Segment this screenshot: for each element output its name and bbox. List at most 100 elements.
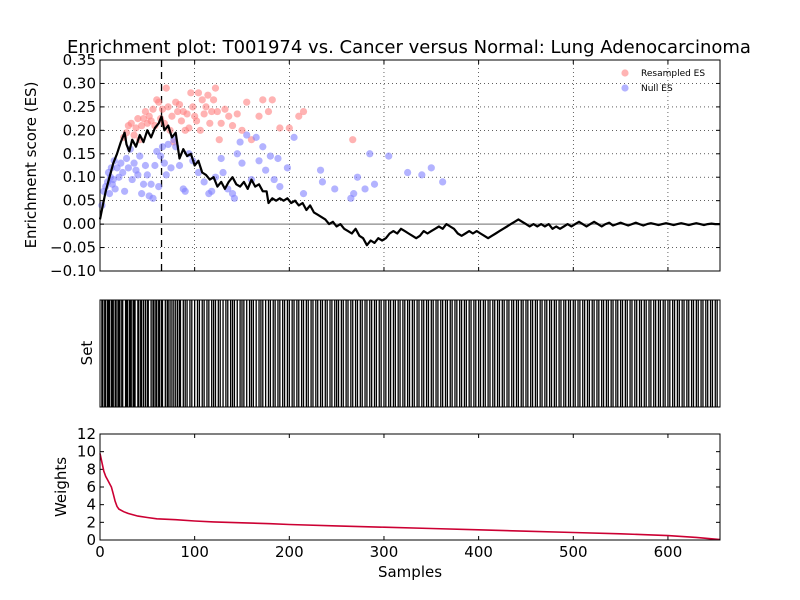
null-es-point [270, 175, 278, 184]
weights-y-tick-label: 4 [86, 496, 96, 514]
null-es-point [238, 159, 246, 167]
null-es-point [151, 161, 159, 170]
legend-label-null-es: Null ES [641, 84, 673, 94]
weights-plot-area [100, 434, 720, 540]
null-es-point [119, 168, 127, 177]
resampled-es-point [233, 110, 241, 118]
resampled-es-point [134, 115, 142, 123]
resampled-es-point [183, 110, 191, 118]
resampled-es-point [175, 100, 184, 109]
set-frame [99, 299, 721, 408]
set-panel: Set [78, 299, 721, 408]
null-es-point [122, 154, 131, 163]
resampled-es-point [206, 119, 214, 127]
weights-frame [99, 433, 721, 541]
weights-y-tick-label: 2 [86, 513, 96, 531]
null-es-point [175, 161, 184, 170]
weights-x-tick-label: 200 [275, 543, 304, 561]
weights-y-tick-label: 6 [86, 478, 96, 496]
null-es-point [290, 133, 298, 141]
resampled-es-point [295, 112, 303, 120]
set-ylabel: Set [78, 341, 96, 366]
enrichment-running-es [98, 115, 720, 247]
null-es-point [149, 194, 157, 202]
weights-xlabel: Samples [378, 563, 442, 581]
resampled-es-point [211, 84, 220, 92]
null-es-point [283, 164, 292, 172]
resampled-es-point [158, 105, 167, 113]
null-es-point [230, 194, 239, 202]
resampled-es-point [155, 98, 163, 106]
resampled-es-point [196, 126, 204, 134]
resampled-es-point [228, 122, 237, 130]
null-es-point [255, 157, 263, 165]
resampled-es-point [221, 105, 229, 113]
resampled-es-point [198, 96, 206, 104]
resampled-es-point [264, 107, 273, 116]
resampled-es-point [127, 119, 135, 127]
null-es-point [266, 152, 274, 160]
legend-marker-resampled-es [621, 69, 629, 77]
resampled-es-point [225, 112, 233, 120]
null-es-point [370, 180, 379, 188]
null-es-point [109, 175, 117, 184]
null-es-point [385, 152, 393, 160]
resampled-es-point [238, 126, 246, 134]
resampled-es-point [299, 107, 308, 116]
enrichment-ylabel: Enrichment score (ES) [22, 82, 40, 249]
weights-x-tick-label: 0 [95, 543, 105, 561]
weights-y-tick-label: 10 [77, 443, 96, 461]
null-es-point [439, 178, 447, 186]
null-es-point [299, 190, 308, 198]
enrichment-y-tick-label: 0.20 [63, 121, 96, 139]
weights-x-tick-label: 400 [464, 543, 493, 561]
weights-x-tick-label: 100 [180, 543, 209, 561]
null-es-point [366, 150, 374, 158]
resampled-es-point [177, 117, 186, 125]
resampled-es-point [217, 119, 225, 127]
resampled-es-point [243, 98, 251, 106]
null-es-point [143, 171, 151, 179]
null-es-point [128, 175, 136, 184]
enrichment-y-tick-label: 0.35 [63, 51, 96, 69]
resampled-es-point [208, 107, 216, 116]
resampled-es-point [189, 103, 197, 111]
legend-label-resampled-es: Resampled ES [641, 69, 705, 79]
null-es-point [219, 168, 227, 177]
resampled-es-point [149, 105, 157, 113]
null-es-point [141, 161, 150, 170]
null-es-point [361, 185, 369, 193]
weights-ylabel: Weights [52, 457, 70, 517]
null-es-point [236, 138, 244, 146]
null-es-point [262, 166, 270, 174]
null-es-point [331, 185, 339, 193]
enrichment-y-tick-label: −0.10 [50, 262, 96, 280]
null-es-point [252, 133, 260, 141]
null-es-point [274, 154, 282, 163]
weights-line [99, 453, 721, 541]
enrichment-y-tick-label: 0.05 [63, 192, 96, 210]
enrichment-y-tick-label: −0.05 [50, 239, 96, 257]
resampled-es-point [138, 122, 146, 130]
null-es-point [233, 150, 241, 158]
null-es-point [427, 164, 435, 172]
null-es-point [276, 183, 284, 191]
null-es-point [134, 171, 142, 179]
weights-x-ticks: 0 100 200 300 400 500 600 [95, 434, 682, 561]
resampled-es-point [168, 112, 176, 120]
null-es-point [353, 173, 362, 181]
enrichment-y-ticks: −0.10 −0.05 0.00 0.05 0.10 0.15 0.20 0.25 0.30 0.… [50, 51, 720, 280]
null-es-point [155, 183, 163, 191]
weights-series-line [99, 453, 721, 541]
null-es-point [162, 171, 170, 179]
null-es-point [404, 168, 412, 177]
null-es-point [418, 171, 426, 179]
resampled-es-point [276, 124, 284, 132]
enrichment-y-tick-label: 0.15 [63, 145, 96, 163]
resampled-es-point [213, 107, 221, 116]
running-es-line [98, 115, 720, 247]
weights-x-tick-label: 300 [370, 543, 399, 561]
